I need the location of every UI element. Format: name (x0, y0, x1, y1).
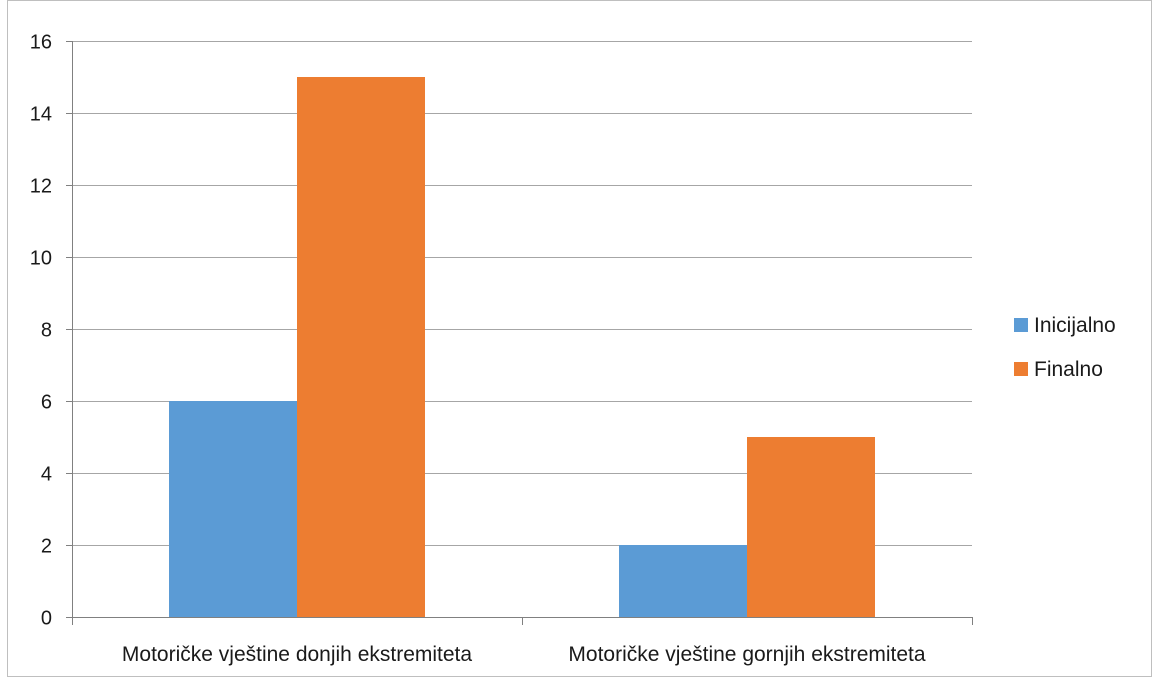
legend-label-finalno: Finalno (1034, 358, 1103, 381)
y-tick-label: 0 (41, 608, 52, 630)
y-tick-label: 8 (41, 320, 52, 342)
bar-finalno-2 (747, 437, 875, 617)
y-tick-label: 16 (30, 32, 52, 54)
y-tick-label: 14 (30, 104, 52, 126)
category-label: Motoričke vještine donjih ekstremiteta (122, 643, 472, 666)
legend-swatch-inicijalno (1014, 318, 1028, 332)
y-tick-label: 6 (41, 392, 52, 414)
bar-inicijalno-1 (169, 401, 297, 617)
category-label: Motoričke vještine gornjih ekstremiteta (568, 643, 925, 666)
axes (66, 41, 973, 625)
legend: Inicijalno Finalno (1014, 314, 1116, 381)
y-tick-label: 12 (30, 176, 52, 198)
bar-inicijalno-2 (619, 545, 747, 617)
bar-finalno-1 (297, 77, 425, 617)
y-tick-label: 4 (41, 464, 52, 486)
category-labels: Motoričke vještine donjih ekstremiteta Mo… (122, 643, 926, 666)
legend-label-inicijalno: Inicijalno (1034, 314, 1116, 337)
y-tick-label: 2 (41, 536, 52, 558)
y-tick-labels: 0 2 4 6 8 10 12 14 16 (30, 32, 52, 630)
y-tick-label: 10 (30, 248, 52, 270)
legend-swatch-finalno (1014, 362, 1028, 376)
bars (169, 77, 875, 617)
